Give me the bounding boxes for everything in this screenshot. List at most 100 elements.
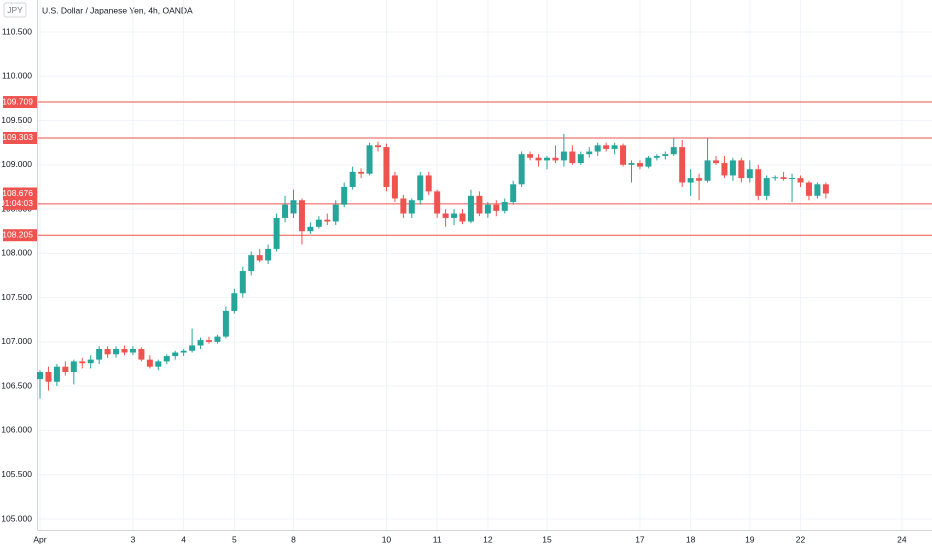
chart-title: U.S. Dollar / Japanese Yen, 4h, OANDA bbox=[42, 5, 193, 15]
x-tick-label: 22 bbox=[796, 534, 806, 544]
candle-body bbox=[87, 359, 94, 364]
y-tick-label: 105.500 bbox=[1, 469, 32, 479]
candle-body bbox=[307, 226, 314, 232]
candle-body bbox=[544, 157, 550, 161]
candle-body bbox=[180, 350, 187, 353]
price-label-bg bbox=[3, 229, 37, 242]
candle-body bbox=[383, 147, 390, 187]
candle-body bbox=[459, 213, 466, 222]
candle-body bbox=[518, 154, 525, 185]
candle-body bbox=[290, 200, 297, 214]
last-price: 108.676 bbox=[2, 188, 33, 198]
candle-body bbox=[687, 178, 694, 183]
candle-body bbox=[763, 178, 770, 196]
candle-body bbox=[155, 361, 162, 367]
candle-body bbox=[451, 213, 458, 218]
y-tick-label: 105.000 bbox=[1, 513, 32, 523]
y-tick-label: 109.500 bbox=[1, 115, 32, 125]
candle-body bbox=[797, 178, 804, 183]
candle-body bbox=[163, 356, 170, 362]
candle-body bbox=[713, 160, 719, 164]
candle-body bbox=[375, 145, 381, 148]
candle-body bbox=[822, 184, 829, 194]
y-tick-label: 107.500 bbox=[1, 292, 32, 302]
candle-body bbox=[620, 145, 627, 165]
candle-body bbox=[527, 154, 534, 158]
candle-body bbox=[679, 147, 686, 183]
candle-body bbox=[484, 204, 491, 214]
price-label: 108.205 bbox=[2, 229, 33, 239]
candle-body bbox=[315, 219, 322, 227]
y-tick-label: 110.000 bbox=[2, 71, 32, 81]
candle-body bbox=[772, 177, 779, 179]
x-tick-label: 18 bbox=[686, 534, 696, 544]
candle-body bbox=[189, 345, 196, 351]
candle-body bbox=[265, 248, 272, 261]
candle-body bbox=[282, 204, 289, 218]
candle-body bbox=[535, 157, 542, 161]
y-tick-label: 108.000 bbox=[1, 248, 32, 258]
candle-body bbox=[37, 372, 43, 380]
candle-body bbox=[603, 145, 610, 149]
candle-body bbox=[121, 348, 128, 353]
y-tick-label: 107.000 bbox=[1, 336, 32, 346]
x-tick-label: 12 bbox=[483, 534, 493, 544]
candle-body bbox=[349, 171, 356, 187]
x-tick-label: 10 bbox=[382, 534, 392, 544]
candle-body bbox=[729, 160, 736, 176]
candle-body bbox=[814, 184, 821, 196]
candle-body bbox=[96, 348, 103, 360]
candle-body bbox=[560, 151, 567, 161]
candle-body bbox=[417, 175, 424, 201]
candle-body bbox=[138, 348, 145, 360]
y-tick-label: 106.000 bbox=[1, 425, 32, 435]
symbol-badge[interactable] bbox=[3, 2, 27, 18]
candle-body bbox=[662, 154, 669, 156]
candle-body bbox=[510, 184, 517, 203]
candle-body bbox=[789, 178, 796, 180]
candle-body bbox=[129, 348, 136, 353]
candle-body bbox=[391, 175, 398, 199]
x-tick-label: 8 bbox=[291, 534, 296, 544]
y-tick-label: 110.500 bbox=[2, 26, 32, 36]
candle-body bbox=[425, 175, 432, 192]
candle-body bbox=[721, 163, 728, 176]
x-tick-label: 4 bbox=[181, 534, 186, 544]
x-tick-label: 15 bbox=[542, 534, 552, 544]
candle-body bbox=[197, 340, 204, 346]
candle-body bbox=[298, 200, 305, 232]
candle-body bbox=[104, 348, 111, 355]
candle-body bbox=[594, 145, 601, 152]
candle-body bbox=[670, 147, 677, 155]
candle-body bbox=[780, 177, 787, 179]
candle-body bbox=[256, 255, 263, 261]
x-tick-label: 24 bbox=[897, 534, 907, 544]
candle-body bbox=[476, 195, 483, 214]
candle-body bbox=[79, 361, 86, 364]
price-label: 109.303 bbox=[2, 132, 33, 142]
candle-body bbox=[628, 163, 635, 165]
candle-body bbox=[636, 163, 643, 167]
candle-body bbox=[146, 359, 153, 367]
candle-body bbox=[696, 178, 703, 181]
candle-body bbox=[239, 271, 246, 294]
candle-body bbox=[273, 217, 280, 249]
candle-body bbox=[442, 213, 449, 218]
candle-body bbox=[704, 160, 711, 181]
candle-body bbox=[653, 155, 660, 158]
x-tick-label: Apr bbox=[33, 534, 46, 544]
candle-body bbox=[206, 340, 212, 342]
candle-body bbox=[434, 191, 441, 214]
candle-body bbox=[214, 336, 221, 342]
y-tick-label: 106.500 bbox=[1, 380, 32, 390]
candle-body bbox=[358, 171, 365, 174]
candle-body bbox=[569, 151, 576, 164]
candle-body bbox=[755, 169, 762, 196]
candle-body bbox=[366, 145, 373, 174]
x-tick-label: 11 bbox=[433, 534, 442, 544]
price-label-bg bbox=[3, 131, 37, 144]
candle-body bbox=[611, 145, 618, 149]
candle-body bbox=[586, 151, 593, 155]
